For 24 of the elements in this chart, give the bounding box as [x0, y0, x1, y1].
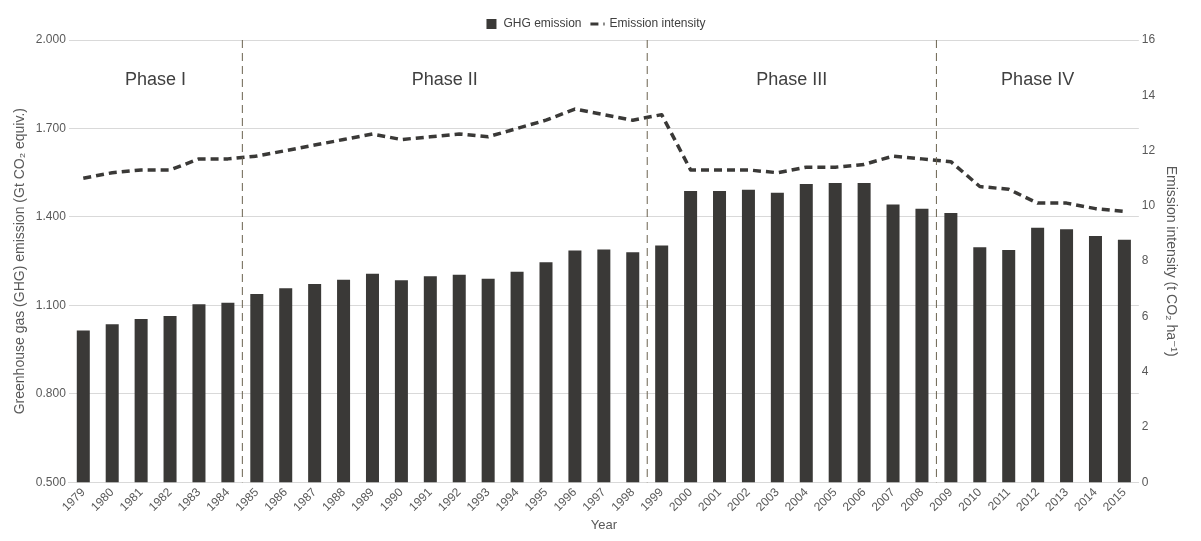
- y2-tick-label: 2: [1141, 419, 1149, 434]
- y-tick-label: 1.100: [35, 297, 67, 312]
- y2-tick-label: 0: [1141, 474, 1149, 489]
- y-tick-label: 1.400: [35, 209, 67, 224]
- y-tick-label: 2.000: [35, 32, 67, 47]
- annotation: Phase I: [125, 68, 187, 89]
- y2-tick-label: 8: [1141, 253, 1149, 268]
- legend-label: Emission intensity: [609, 16, 706, 31]
- y-axis-title: Greenhouse gas (GHG) emission (Gt CO₂ equiv.): [11, 108, 28, 415]
- y2-tick-label: 16: [1141, 32, 1156, 47]
- y2-tick-label: 4: [1141, 364, 1149, 379]
- y-tick-label: 0.800: [35, 386, 67, 401]
- y-tick-label: 1.700: [35, 120, 67, 135]
- y2-tick-label: 14: [1141, 87, 1156, 102]
- annotation: Phase III: [756, 68, 828, 89]
- y-tick-label: 0.500: [35, 474, 67, 489]
- annotation: Phase IV: [1001, 68, 1075, 89]
- y2-axis-title: Emission intensity (t CO₂ ha⁻¹): [1163, 165, 1180, 357]
- x-axis-title: Year: [590, 516, 618, 532]
- y2-tick-label: 10: [1141, 198, 1156, 213]
- legend-label: GHG emission: [503, 16, 582, 31]
- y2-tick-label: 6: [1141, 308, 1149, 323]
- annotation: Phase II: [411, 68, 478, 89]
- y2-tick-label: 12: [1141, 142, 1156, 157]
